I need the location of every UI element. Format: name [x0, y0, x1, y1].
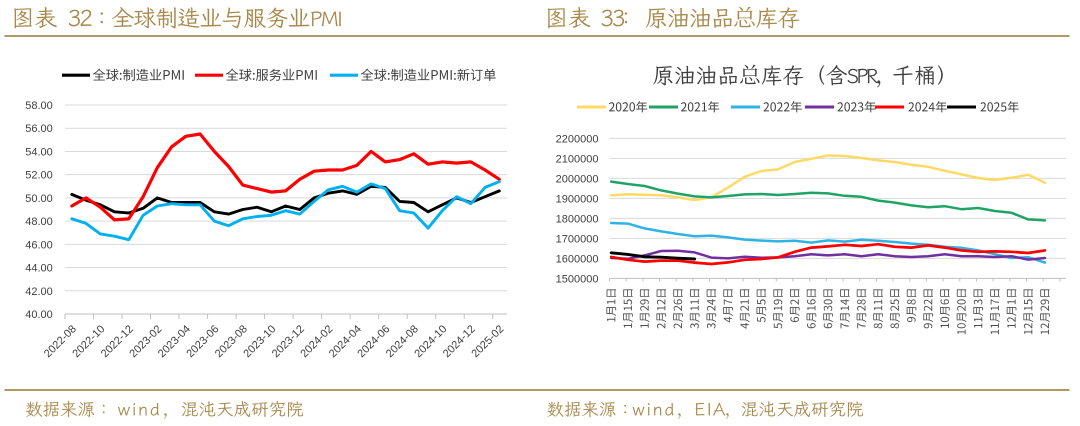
svg-text:52.00: 52.00	[25, 170, 53, 182]
svg-text:56.00: 56.00	[25, 123, 53, 135]
svg-text:46.00: 46.00	[25, 239, 53, 251]
svg-text:42.00: 42.00	[25, 286, 53, 298]
svg-text:1600000: 1600000	[556, 253, 599, 265]
svg-text:1500000: 1500000	[556, 273, 599, 285]
svg-text:58.00: 58.00	[25, 100, 53, 112]
svg-text:2100000: 2100000	[556, 153, 599, 165]
svg-text:1800000: 1800000	[556, 213, 599, 225]
svg-text:48.00: 48.00	[25, 216, 53, 228]
svg-text:44.00: 44.00	[25, 263, 53, 275]
svg-text:54.00: 54.00	[25, 146, 53, 158]
svg-text:2000000: 2000000	[556, 173, 599, 185]
svg-text:40.00: 40.00	[25, 309, 53, 321]
svg-text:2200000: 2200000	[556, 133, 599, 145]
svg-text:1700000: 1700000	[556, 233, 599, 245]
svg-text:1900000: 1900000	[556, 193, 599, 205]
svg-text:50.00: 50.00	[25, 193, 53, 205]
